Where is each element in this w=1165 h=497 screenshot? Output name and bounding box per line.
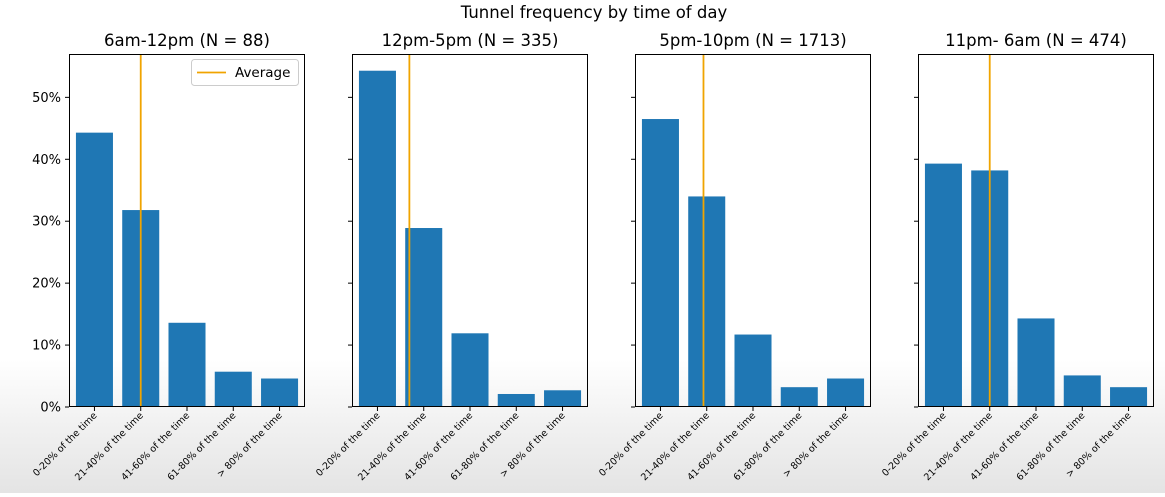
y-tick-label: 20%: [32, 277, 61, 292]
y-tick-label: 0%: [40, 401, 61, 416]
subplot-title: 5pm-10pm (N = 1713): [659, 31, 846, 50]
axes-frame: [69, 54, 305, 407]
subplot-1: 6am-12pm (N = 88)0%10%20%30%40%50%0-20% …: [31, 31, 305, 483]
subplot-4: 11pm- 6am (N = 474)0-20% of the time21-4…: [880, 31, 1154, 483]
bar-2: [688, 196, 726, 407]
legend-box: [191, 59, 299, 86]
subplot-3: 5pm-10pm (N = 1713)0-20% of the time21-4…: [597, 31, 871, 483]
y-tick-label: 10%: [32, 339, 61, 354]
bar-5: [1110, 387, 1148, 407]
bar-4: [780, 387, 818, 407]
axes-frame: [635, 54, 871, 407]
subplot-title: 6am-12pm (N = 88): [104, 31, 270, 50]
bar-1: [75, 132, 113, 407]
y-tick-label: 40%: [32, 153, 61, 168]
bar-5: [544, 390, 582, 407]
bar-5: [827, 378, 865, 407]
axes-frame: [918, 54, 1154, 407]
subplot-title: 12pm-5pm (N = 335): [382, 31, 559, 50]
y-tick-label: 50%: [32, 91, 61, 106]
bar-3: [1017, 318, 1055, 407]
bar-4: [1063, 375, 1101, 407]
bar-1: [924, 163, 962, 407]
bar-4: [497, 393, 535, 407]
bar-2: [405, 228, 443, 407]
figure-title: Tunnel frequency by time of day: [460, 3, 728, 22]
bar-3: [734, 334, 772, 407]
y-tick-label: 30%: [32, 215, 61, 230]
subplot-title: 11pm- 6am (N = 474): [945, 31, 1127, 50]
bar-4: [214, 371, 252, 407]
subplot-2: 12pm-5pm (N = 335)0-20% of the time21-40…: [314, 31, 588, 483]
bar-3: [168, 322, 206, 407]
legend-label: Average: [235, 65, 290, 81]
bar-1: [358, 70, 396, 407]
bar-5: [261, 378, 299, 407]
legend: Average: [191, 59, 299, 86]
bar-3: [451, 333, 489, 407]
bar-1: [641, 119, 679, 407]
axes-frame: [352, 54, 588, 407]
